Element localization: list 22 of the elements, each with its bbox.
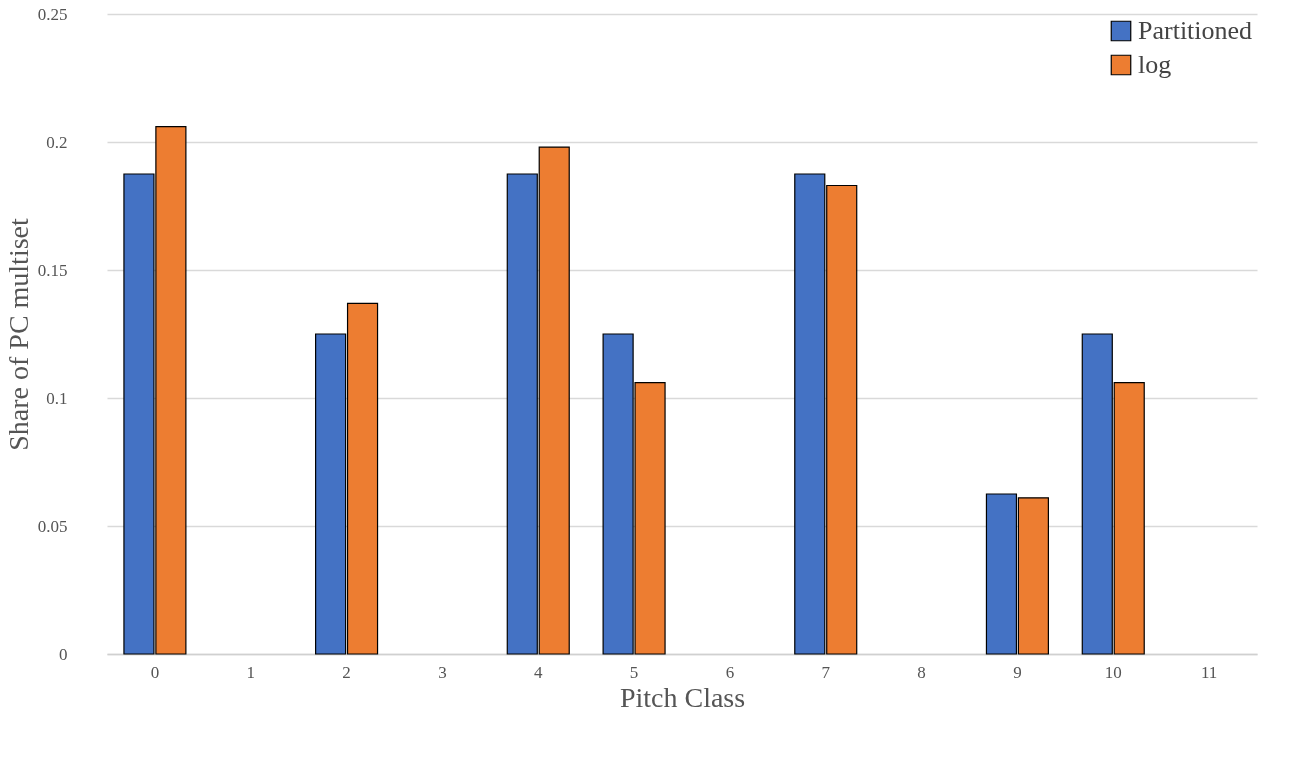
x-axis-title: Pitch Class (619, 681, 746, 713)
legend-label: Partitioned (1138, 16, 1253, 45)
y-tick-label: 0 (59, 644, 68, 664)
y-tick-label: 0.15 (37, 260, 68, 280)
y-tick-label: 0.05 (37, 516, 68, 536)
x-tick-label: 2 (342, 662, 351, 682)
x-tick-label: 6 (725, 662, 735, 682)
y-tick-label: 0.2 (46, 132, 68, 152)
y-tick-label: 0.25 (37, 4, 68, 24)
x-tick-label: 8 (917, 662, 926, 682)
y-axis-title: Share of PC multiset (2, 218, 34, 451)
x-tick-label: 4 (534, 662, 543, 682)
x-tick-label: 7 (821, 662, 831, 682)
legend-label: log (1138, 50, 1172, 79)
x-tick-label: 1 (246, 662, 255, 682)
x-tick-label: 0 (150, 662, 160, 682)
x-tick-label: 11 (1200, 662, 1218, 682)
x-tick-label: 3 (438, 662, 447, 682)
x-tick-label: 10 (1104, 662, 1122, 682)
y-tick-label: 0.1 (46, 388, 68, 408)
x-tick-label: 5 (629, 662, 639, 682)
x-tick-label: 9 (1013, 662, 1022, 682)
